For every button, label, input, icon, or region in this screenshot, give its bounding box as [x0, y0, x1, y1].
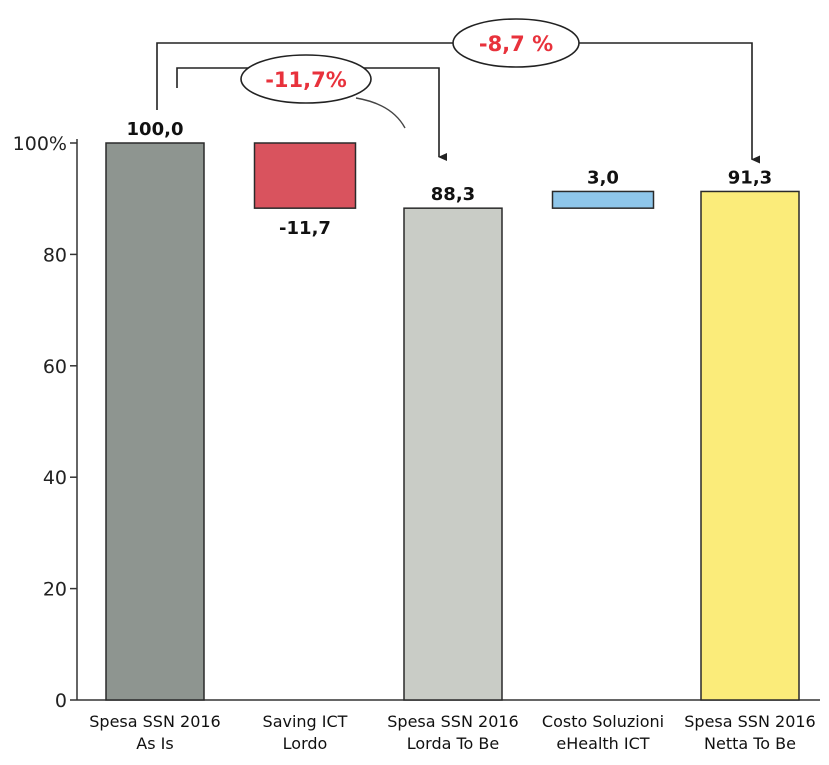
callout-arrow: [156, 42, 760, 164]
category-label: Spesa SSN 2016: [387, 712, 518, 731]
bar-data-label: -11,7: [279, 218, 331, 239]
category-label: eHealth ICT: [556, 734, 649, 753]
category-label: Spesa SSN 2016: [89, 712, 220, 731]
bar-data-label: 91,3: [728, 167, 772, 188]
category-label: Costo Soluzioni: [542, 712, 664, 731]
category-label: Lorda To Be: [407, 734, 500, 753]
bar: [403, 207, 503, 701]
bar: [105, 142, 205, 701]
category-label: Lordo: [283, 734, 328, 753]
category-label: As Is: [136, 734, 173, 753]
callout-pointer: [355, 97, 406, 129]
y-tick-label: 60: [43, 356, 67, 378]
bar-data-label: 100,0: [127, 119, 184, 140]
callout-bubble: [240, 54, 372, 104]
y-tick-label: 20: [43, 579, 67, 601]
bar-data-label: 88,3: [431, 184, 475, 205]
callout-bubble: [452, 18, 580, 68]
callout-label: -8,7 %: [479, 32, 553, 56]
y-tick-label: 40: [43, 467, 67, 489]
y-tick-label: 0: [55, 690, 67, 712]
category-label: Spesa SSN 2016: [684, 712, 815, 731]
y-tick-label: 80: [43, 244, 67, 266]
bar: [253, 142, 357, 209]
callout-label: -11,7%: [265, 68, 347, 92]
y-tick-label: 100%: [13, 133, 67, 155]
category-label: Saving ICT: [263, 712, 348, 731]
category-label: Netta To Be: [704, 734, 796, 753]
bar: [551, 190, 655, 209]
bar-data-label: 3,0: [587, 167, 619, 188]
bar: [700, 190, 800, 701]
